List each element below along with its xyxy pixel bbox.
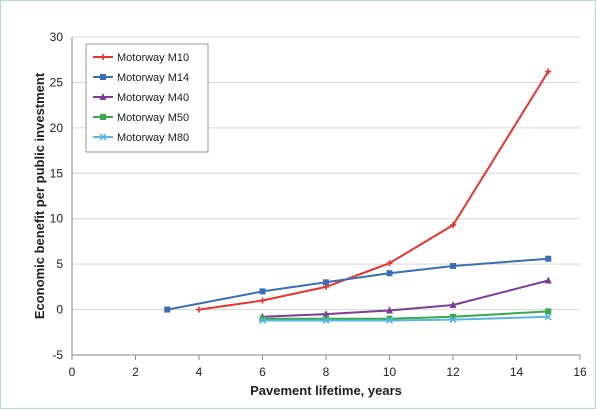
series-line [198, 70, 550, 311]
legend-marker [99, 93, 107, 100]
x-axis-title: Pavement lifetime, years [250, 383, 402, 398]
data-point [449, 301, 457, 309]
legend-marker [100, 54, 106, 60]
data-point [450, 222, 456, 229]
x-tick-label: 16 [573, 365, 587, 379]
x-tick-label: 12 [446, 365, 460, 379]
data-point [323, 315, 329, 322]
data-point [259, 315, 266, 322]
data-point [386, 260, 393, 267]
data-point [259, 297, 266, 304]
series-motorway-m14 [164, 255, 552, 313]
x-tick-label: 6 [259, 365, 266, 379]
data-point [449, 316, 457, 324]
legend-item-motorway-m50: Motorway M50 [93, 112, 189, 124]
legend-label: Motorway M14 [117, 72, 189, 84]
legend-label: Motorway M80 [117, 132, 189, 144]
data-point [196, 306, 202, 313]
data-point [385, 316, 394, 325]
legend-item-motorway-m80: Motorway M80 [93, 132, 189, 144]
data-point [544, 276, 552, 284]
data-point [545, 68, 552, 75]
x-tick-label: 8 [323, 365, 330, 379]
data-point [544, 313, 552, 321]
y-tick-label: 25 [50, 75, 64, 89]
y-tick-label: 15 [50, 166, 64, 180]
series-motorway-m80 [258, 313, 552, 325]
data-point [322, 316, 330, 325]
x-tick-label: 2 [132, 365, 139, 379]
legend-label: Motorway M10 [117, 52, 189, 64]
data-point [545, 308, 552, 315]
legend-item-motorway-m14: Motorway M14 [93, 72, 189, 84]
y-tick-label: 30 [50, 30, 64, 44]
data-point [164, 306, 171, 313]
legend: Motorway M10 Motorway M14 Motorway M40 Moto… [85, 43, 209, 153]
legend-item-motorway-m40: Motorway M40 [93, 92, 189, 104]
series-motorway-m10 [196, 68, 552, 313]
legend-label: Motorway M40 [117, 92, 189, 104]
legend-label: Motorway M50 [117, 112, 189, 124]
y-tick-label: 10 [50, 212, 64, 226]
y-tick-label: 5 [56, 257, 63, 271]
series-motorway-m50 [259, 308, 552, 322]
y-tick-label: -5 [52, 348, 63, 362]
series-layer [164, 68, 552, 325]
data-point [386, 306, 393, 314]
legend-marker [100, 74, 106, 80]
data-point [450, 313, 456, 320]
data-point [322, 310, 330, 318]
legend-marker [99, 133, 107, 141]
x-tick-label: 10 [383, 365, 397, 379]
y-tick-label: 20 [50, 121, 64, 135]
x-tick-label: 0 [69, 365, 76, 379]
data-point [258, 316, 267, 325]
x-tick-label: 4 [196, 365, 203, 379]
y-tick-label: 0 [56, 303, 63, 317]
legend-marker [100, 114, 106, 120]
data-point [323, 279, 329, 286]
data-point [545, 255, 552, 262]
series-line [167, 257, 549, 311]
data-point [386, 315, 393, 322]
x-tick-label: 14 [510, 365, 524, 379]
y-axis-title: Economic benefit per public investment [32, 72, 47, 319]
data-point [386, 270, 393, 277]
data-point [450, 262, 456, 269]
data-point [259, 288, 266, 295]
legend-item-motorway-m10: Motorway M10 [93, 52, 189, 64]
axes: -5 0 5 10 15 20 25 30 0 2 4 6 8 10 12 14 16 [50, 30, 587, 379]
